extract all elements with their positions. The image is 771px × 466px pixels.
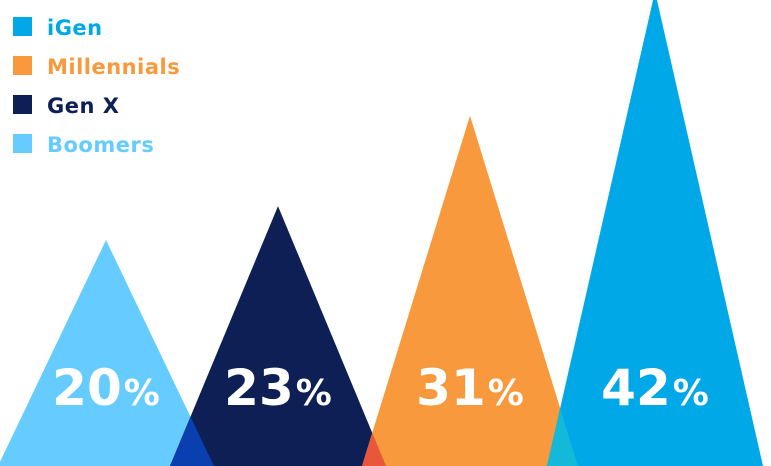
overlap-group (170, 408, 578, 466)
value-label-millennials: 31% (416, 359, 524, 417)
legend-swatch (13, 17, 32, 36)
legend-label: Boomers (47, 133, 154, 157)
value-label-boomers: 20% (52, 359, 160, 417)
legend-swatch (13, 95, 32, 114)
peak-overlap (547, 408, 578, 466)
value-label-igen: 42% (601, 359, 709, 417)
peak-igen (547, 0, 763, 466)
legend-swatch (13, 134, 32, 153)
peak-overlap (170, 416, 214, 466)
peak-millennials (362, 115, 578, 466)
legend-item-igen: iGen (13, 16, 103, 40)
value-labels-group: 20% 23% 31% 42% (52, 359, 709, 417)
legend: iGen Millennials Gen X Boomers (13, 16, 180, 157)
legend-label: Millennials (47, 55, 180, 79)
peak-overlap (362, 432, 386, 466)
value-label-gen-x: 23% (224, 359, 332, 417)
peak-gen-x (170, 206, 386, 466)
legend-item-millennials: Millennials (13, 55, 180, 79)
legend-item-gen-x: Gen X (13, 94, 119, 118)
legend-label: iGen (47, 16, 103, 40)
legend-swatch (13, 56, 32, 75)
legend-label: Gen X (47, 94, 119, 118)
legend-item-boomers: Boomers (13, 133, 154, 157)
peak-boomers (0, 240, 214, 466)
